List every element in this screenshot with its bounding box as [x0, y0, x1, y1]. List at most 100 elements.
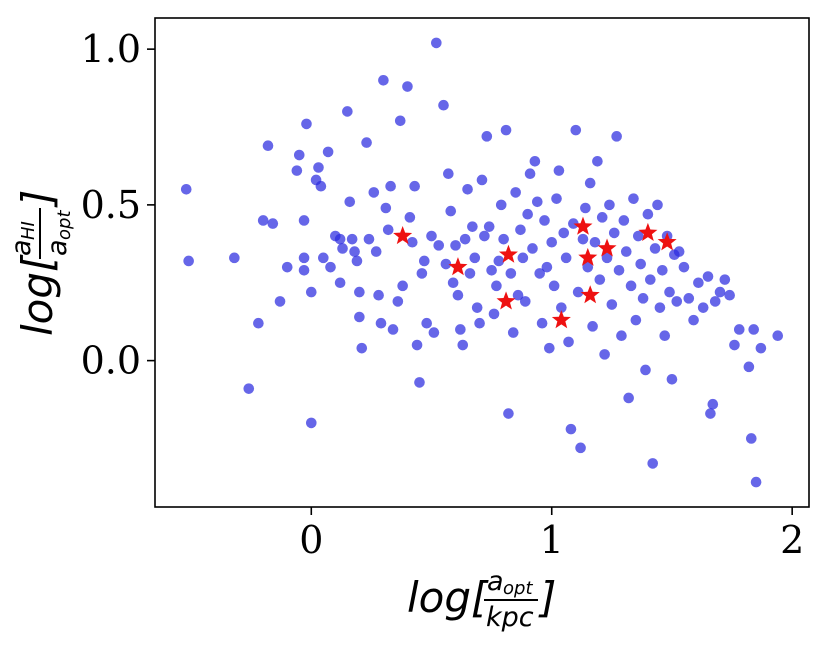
scatter-point [683, 293, 695, 304]
scatter-point [361, 137, 372, 148]
scatter-point [491, 280, 502, 292]
scatter-point [693, 277, 704, 289]
scatter-point [630, 314, 642, 326]
scatter-point [351, 255, 363, 267]
scatter-point [529, 155, 541, 167]
scatter-point [664, 286, 675, 298]
scatter-point [625, 280, 637, 292]
scatter-point [558, 227, 570, 239]
scatter-point [318, 252, 329, 264]
scatter-point [180, 184, 192, 195]
scatter-point [568, 218, 579, 229]
scatter-point [709, 296, 721, 307]
scatter-point [608, 227, 620, 239]
scatter-point [659, 330, 671, 341]
x-label-num: a [487, 566, 504, 597]
scatter-point [370, 246, 382, 257]
scatter-point [378, 74, 389, 86]
scatter-point [724, 289, 735, 301]
scatter-point [476, 174, 488, 186]
scatter-point [493, 255, 505, 267]
star-point [393, 226, 413, 245]
star-point [573, 216, 593, 235]
scatter-point [440, 258, 452, 270]
scatter-point [719, 274, 731, 285]
scatter-point [457, 339, 469, 351]
scatter-point [322, 146, 334, 158]
scatter-point [291, 165, 303, 176]
scatter-point [647, 458, 659, 469]
scatter-point [334, 233, 346, 245]
scatter-point [406, 236, 418, 248]
scatter-point [582, 261, 594, 273]
scatter-point [657, 264, 668, 276]
scatter-point [515, 224, 526, 236]
scatter-point [426, 230, 437, 242]
scatter-point [565, 423, 577, 435]
scatter-point [411, 339, 423, 351]
scatter-point [495, 199, 507, 211]
scatter-point [541, 261, 553, 273]
scatter-point [673, 246, 685, 257]
star-point [657, 232, 677, 251]
scatter-point [356, 342, 368, 354]
scatter-point [503, 408, 514, 419]
y-axis-label: log[ a HI a opt ] [6, 190, 75, 336]
scatter-point [418, 255, 430, 267]
scatter-point [524, 168, 536, 180]
scatter-point [421, 317, 432, 329]
scatter-point [253, 317, 264, 329]
scatter-point [373, 289, 384, 301]
scatter-point [443, 168, 454, 180]
scatter-point [671, 296, 683, 307]
scatter-point [334, 277, 346, 289]
scatter-point [469, 252, 481, 264]
scatter-point [450, 240, 461, 251]
scatter-point [488, 308, 500, 320]
scatter-point [596, 212, 608, 223]
scatter-point [618, 215, 630, 226]
scatter-point [474, 317, 485, 329]
plot-frame [154, 17, 810, 508]
scatter-point [433, 240, 445, 251]
scatter-point [560, 252, 572, 264]
scatter-point [455, 324, 466, 335]
scatter-point [522, 208, 533, 220]
scatter-point [688, 314, 699, 326]
scatter-point [577, 233, 589, 245]
scatter-point [551, 193, 562, 204]
scatter-point [556, 302, 567, 313]
star-point [448, 257, 468, 276]
scatter-point [293, 149, 305, 161]
scatter-point [632, 230, 644, 242]
scatter-point [654, 302, 666, 313]
scatter-point [575, 442, 586, 454]
scatter-point [342, 106, 353, 117]
scatter-point [544, 342, 555, 354]
scatter-point [464, 268, 476, 279]
scatter-point [697, 302, 709, 313]
star-point [551, 310, 571, 329]
scatter-point [733, 324, 745, 335]
scatter-point [313, 162, 324, 173]
scatter-point [714, 286, 726, 298]
scatter-point [483, 221, 495, 232]
scatter-point [257, 215, 269, 226]
scatter-point [479, 230, 490, 242]
scatter-point [387, 324, 399, 335]
scatter-point [445, 205, 457, 217]
scatter-point [652, 199, 663, 211]
scatter-point [375, 317, 387, 329]
scatter-point [532, 196, 543, 208]
star-point [580, 285, 600, 304]
scatter-point [397, 280, 408, 292]
scatter-point [539, 215, 550, 226]
scatter-point [305, 286, 317, 298]
y-label-num: a [6, 239, 37, 256]
scatter-point [354, 311, 365, 323]
scatter-point [298, 215, 310, 226]
scatter-point [354, 286, 365, 298]
scatter-point [337, 243, 348, 254]
y-label-den: a [42, 239, 73, 256]
scatter-point [613, 264, 625, 276]
